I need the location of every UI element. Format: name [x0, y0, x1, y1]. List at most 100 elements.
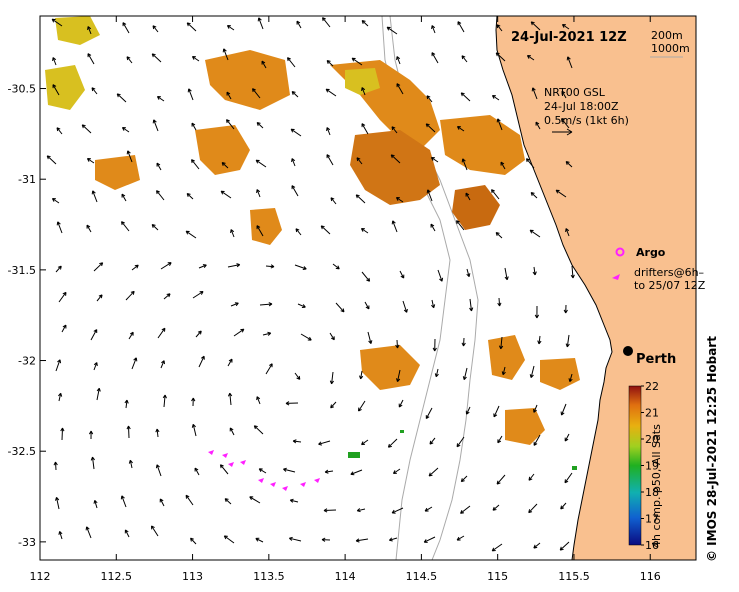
current-arrow: [491, 189, 500, 200]
current-arrow: [283, 467, 296, 473]
current-arrow: [291, 158, 296, 167]
current-arrow: [561, 118, 570, 129]
current-arrow: [395, 197, 404, 203]
current-arrow: [198, 264, 207, 269]
current-arrow: [300, 333, 312, 341]
current-arrow: [504, 267, 509, 281]
current-arrow: [460, 92, 471, 102]
current-arrow: [186, 22, 197, 32]
current-arrow: [124, 529, 130, 538]
current-arrow: [187, 88, 194, 101]
current-arrow: [52, 84, 60, 96]
current-legend-line1: NRT00 GSL: [544, 86, 605, 99]
current-arrow: [91, 190, 98, 203]
current-arrow: [46, 155, 57, 165]
current-arrow: [391, 126, 398, 134]
current-arrow: [399, 270, 405, 279]
current-arrow: [191, 397, 196, 407]
current-arrow: [259, 302, 273, 307]
current-arrow: [191, 423, 197, 437]
sst-patch-green-1: [348, 452, 360, 458]
current-arrow: [395, 339, 400, 349]
current-arrow: [564, 433, 570, 442]
colorbar-ticks: 22 21 20 19 18 17 16: [641, 380, 659, 552]
current-arrow: [565, 161, 573, 168]
current-arrow: [358, 400, 366, 412]
current-arrow: [257, 17, 264, 30]
current-arrow: [425, 123, 436, 133]
current-arrow: [56, 221, 63, 234]
current-arrow: [361, 87, 366, 96]
current-arrow: [465, 406, 471, 415]
current-arrow: [428, 467, 439, 477]
current-arrow: [226, 25, 235, 31]
current-arrow: [329, 371, 335, 385]
current-arrow: [128, 459, 133, 469]
current-arrow: [116, 93, 127, 103]
current-arrow: [465, 192, 471, 201]
drifter-marker: [282, 486, 288, 491]
current-arrow: [434, 368, 439, 378]
current-arrow: [155, 464, 162, 477]
current-arrow: [226, 119, 235, 130]
x-tick-label: 113.5: [253, 570, 285, 583]
current-arrow: [285, 401, 299, 406]
current-arrow: [529, 229, 541, 238]
city-label-perth: Perth: [636, 352, 677, 367]
current-arrow: [287, 57, 296, 68]
current-arrow: [292, 439, 302, 444]
current-arrow: [360, 228, 369, 234]
current-arrow: [424, 506, 433, 512]
current-arrow: [152, 25, 159, 33]
current-arrow: [456, 220, 465, 231]
current-arrow: [222, 48, 229, 61]
current-arrow: [537, 335, 542, 345]
current-arrow: [192, 291, 204, 299]
current-arrow: [159, 498, 165, 507]
current-arrow: [526, 158, 535, 169]
plot-frame: [39, 15, 697, 561]
current-arrow: [431, 52, 439, 64]
current-arrow: [497, 297, 502, 307]
current-arrow: [497, 435, 503, 444]
x-axis: 112 112.5 113 113.5 114 114.5 115 115.5 116: [30, 16, 661, 583]
current-arrow: [361, 271, 371, 282]
current-arrow: [157, 327, 166, 339]
current-arrow: [565, 334, 570, 348]
current-arrow: [223, 535, 235, 544]
current-arrow: [528, 503, 538, 514]
current-arrow: [367, 331, 373, 344]
current-arrow: [156, 162, 162, 171]
current-arrow: [555, 189, 567, 198]
current-arrow: [566, 56, 573, 69]
current-arrow: [456, 436, 465, 448]
current-arrow: [498, 336, 504, 350]
current-arrow: [387, 438, 398, 448]
current-arrow: [152, 119, 159, 132]
land-mass: [495, 16, 696, 560]
current-arrow: [391, 507, 404, 514]
sst-patch-nw-yellow2: [55, 16, 100, 45]
current-arrow: [195, 330, 202, 338]
current-arrow: [58, 531, 63, 540]
current-arrow: [126, 425, 131, 439]
current-arrow: [560, 403, 567, 416]
drifter-icon: [612, 274, 620, 280]
current-arrow: [461, 337, 466, 347]
sst-patch-south-coast3: [505, 408, 545, 445]
current-arrow: [288, 536, 302, 542]
current-arrow: [160, 262, 172, 270]
sst-green-patches: [348, 430, 577, 470]
current-arrow: [491, 95, 500, 101]
current-arrow: [526, 55, 535, 61]
current-arrow: [125, 290, 135, 301]
current-arrow: [570, 265, 575, 279]
current-arrow: [564, 472, 573, 484]
current-arrow: [431, 25, 436, 34]
current-arrow: [533, 404, 538, 413]
sst-patch-coast-mid: [452, 185, 500, 230]
depth-label-1000: 1000m: [651, 42, 690, 55]
current-arrow: [426, 189, 433, 202]
sst-patch-green-3: [572, 466, 577, 470]
current-arrow: [568, 373, 573, 383]
